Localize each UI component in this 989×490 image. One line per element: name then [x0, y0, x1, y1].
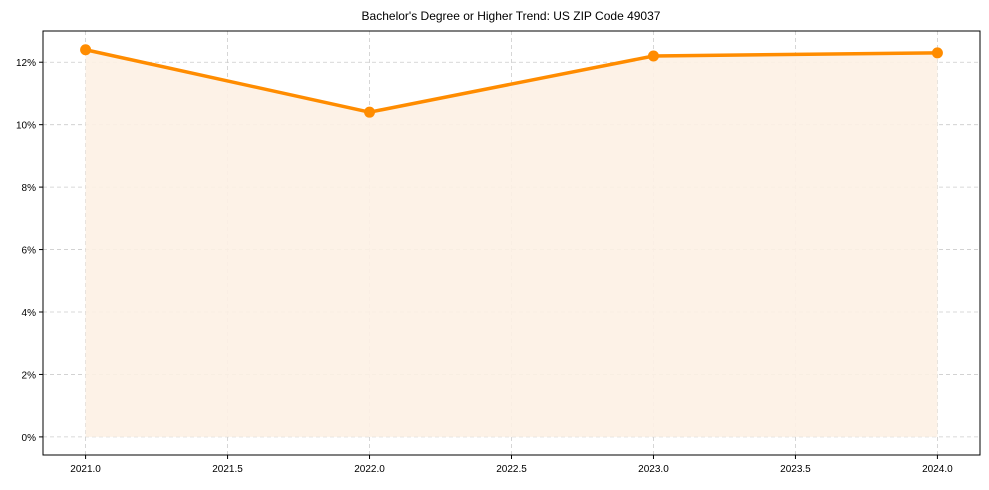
- y-tick-label: 12%: [16, 58, 36, 69]
- y-tick-label: 6%: [22, 246, 37, 257]
- x-tick-label: 2022.0: [354, 464, 385, 475]
- y-tick-label: 2%: [22, 370, 37, 381]
- plot-frame: [42, 30, 981, 456]
- area-layer: [80, 44, 943, 437]
- x-tick-label: 2022.5: [496, 464, 527, 475]
- data-point: [364, 106, 376, 118]
- data-point: [647, 50, 659, 62]
- y-tick-label: 0%: [22, 433, 37, 444]
- x-tick-label: 2023.0: [638, 464, 669, 475]
- chart-title: Bachelor's Degree or Higher Trend: US ZI…: [362, 9, 661, 23]
- area-fill: [85, 49, 938, 437]
- y-tick-label: 4%: [22, 308, 37, 319]
- series-line: [85, 48, 938, 114]
- y-axis: 0% 2% 4% 6% 8% 10% 12%: [16, 58, 43, 444]
- y-tick-label: 8%: [22, 183, 37, 194]
- data-point: [931, 47, 943, 59]
- data-point: [80, 44, 92, 56]
- x-tick-label: 2021.0: [70, 464, 101, 475]
- x-axis: 2021.0 2021.5 2022.0 2022.5 2023.0 2023.5 2024…: [70, 455, 953, 475]
- x-tick-label: 2021.5: [212, 464, 243, 475]
- x-tick-label: 2024.0: [922, 464, 953, 475]
- x-tick-label: 2023.5: [780, 464, 811, 475]
- y-tick-label: 10%: [16, 121, 36, 132]
